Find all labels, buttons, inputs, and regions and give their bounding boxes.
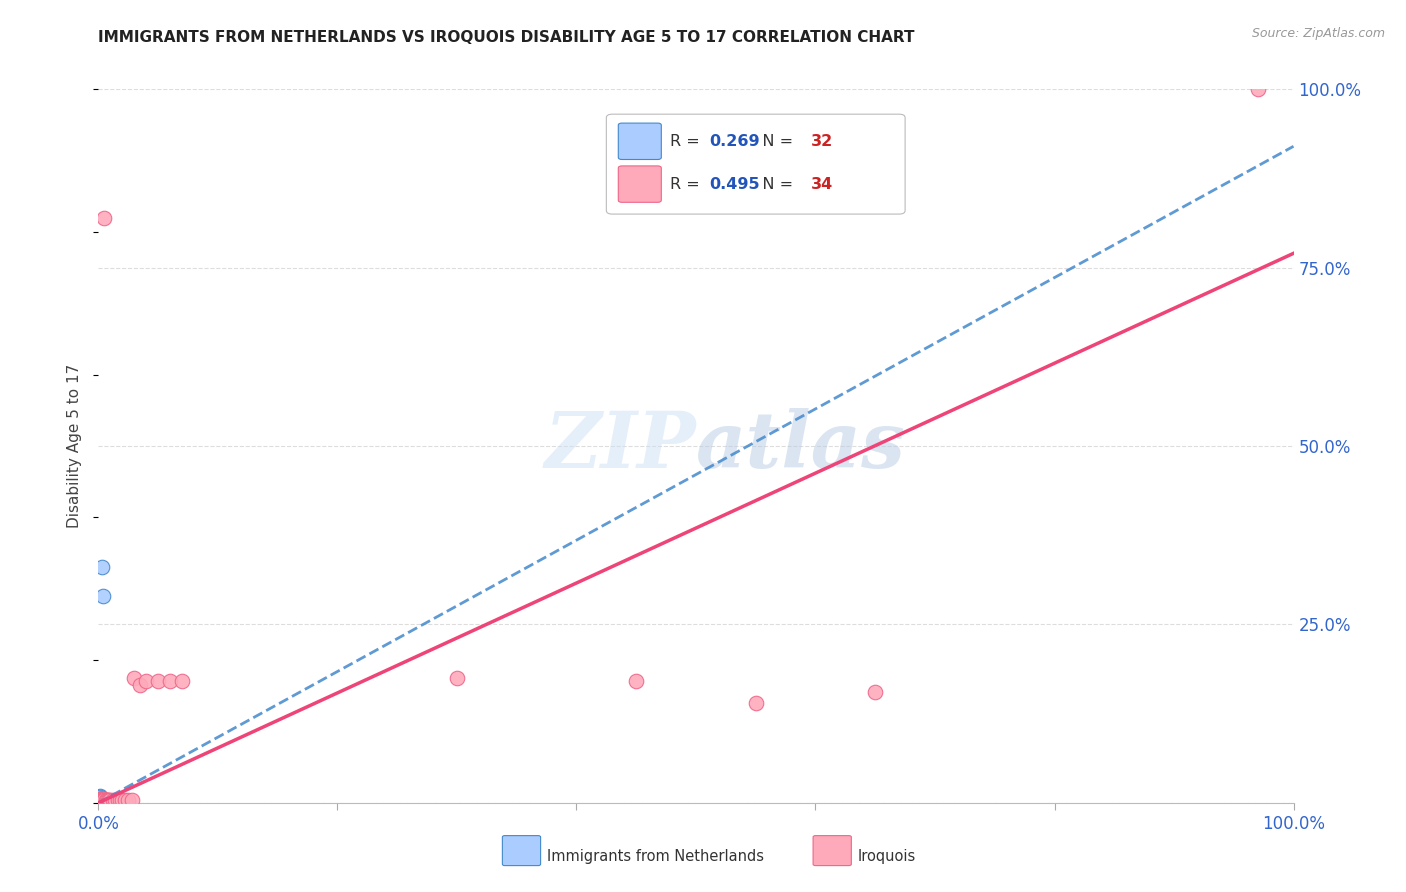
Point (91, 794, 114, 808)
Point (93, 792, 115, 806)
Point (90, 793, 112, 807)
Point (108, 794, 131, 808)
Text: 32: 32 (811, 134, 832, 149)
Point (97, 793, 120, 807)
FancyBboxPatch shape (619, 166, 661, 202)
Point (148, 674, 170, 689)
Point (863, 685, 887, 699)
FancyBboxPatch shape (502, 836, 540, 865)
Text: Immigrants from Netherlands: Immigrants from Netherlands (547, 849, 763, 863)
Point (107, 793, 129, 807)
Point (96, 794, 118, 808)
Point (101, 794, 124, 808)
Text: N =: N = (748, 177, 799, 192)
Point (91, 560, 114, 574)
Point (90, 792, 112, 806)
Point (91, 792, 114, 806)
Point (117, 793, 139, 807)
Text: R =: R = (669, 177, 704, 192)
Point (96, 793, 118, 807)
Point (135, 674, 157, 689)
Point (91, 793, 114, 807)
Text: Source: ZipAtlas.com: Source: ZipAtlas.com (1251, 27, 1385, 40)
Point (89, 792, 111, 806)
Point (159, 674, 181, 689)
Point (93, 794, 115, 808)
Point (90, 793, 112, 807)
Point (89, 789, 111, 803)
Point (101, 793, 124, 807)
Point (93, 793, 115, 807)
Point (98, 794, 122, 808)
Point (91, 794, 114, 808)
FancyBboxPatch shape (813, 836, 852, 865)
FancyBboxPatch shape (619, 123, 661, 160)
Point (89, 793, 111, 807)
Point (98, 793, 122, 807)
Point (1246, 82, 1268, 96)
Point (91, 794, 114, 808)
Text: Iroquois: Iroquois (858, 849, 915, 863)
Point (91, 794, 114, 808)
Point (91, 793, 114, 807)
Point (129, 678, 152, 692)
Point (94, 794, 117, 808)
Point (104, 793, 127, 807)
FancyBboxPatch shape (606, 114, 905, 214)
Point (93, 794, 115, 808)
Point (91, 793, 114, 807)
Point (446, 671, 468, 685)
Point (91, 589, 114, 603)
Text: N =: N = (748, 134, 799, 149)
Text: IMMIGRANTS FROM NETHERLANDS VS IROQUOIS DISABILITY AGE 5 TO 17 CORRELATION CHART: IMMIGRANTS FROM NETHERLANDS VS IROQUOIS … (98, 29, 915, 45)
Point (94, 793, 117, 807)
Point (121, 793, 143, 807)
Point (90, 794, 112, 808)
Point (90, 792, 112, 806)
Point (97, 794, 120, 808)
Point (117, 794, 139, 808)
Point (90, 794, 112, 808)
Point (91, 794, 114, 808)
Point (111, 793, 134, 807)
Point (105, 794, 128, 808)
Point (91, 794, 114, 808)
Point (114, 793, 136, 807)
Point (124, 671, 146, 685)
Point (98, 793, 121, 807)
Point (98, 794, 121, 808)
Text: atlas: atlas (696, 408, 905, 484)
Point (108, 793, 131, 807)
Point (172, 674, 194, 689)
Point (745, 696, 768, 710)
Point (93, 211, 115, 225)
Point (89, 790, 111, 805)
Point (91, 792, 114, 806)
Text: 34: 34 (811, 177, 832, 192)
Y-axis label: Disability Age 5 to 17: Disability Age 5 to 17 (67, 364, 83, 528)
Text: ZIP: ZIP (544, 408, 696, 484)
Text: 0.495: 0.495 (709, 177, 759, 192)
Point (626, 674, 648, 689)
Point (91, 794, 114, 808)
Text: R =: R = (669, 134, 704, 149)
Point (93, 794, 115, 808)
Point (89, 792, 111, 806)
Point (111, 794, 134, 808)
Text: 0.269: 0.269 (709, 134, 759, 149)
Point (90, 792, 112, 806)
